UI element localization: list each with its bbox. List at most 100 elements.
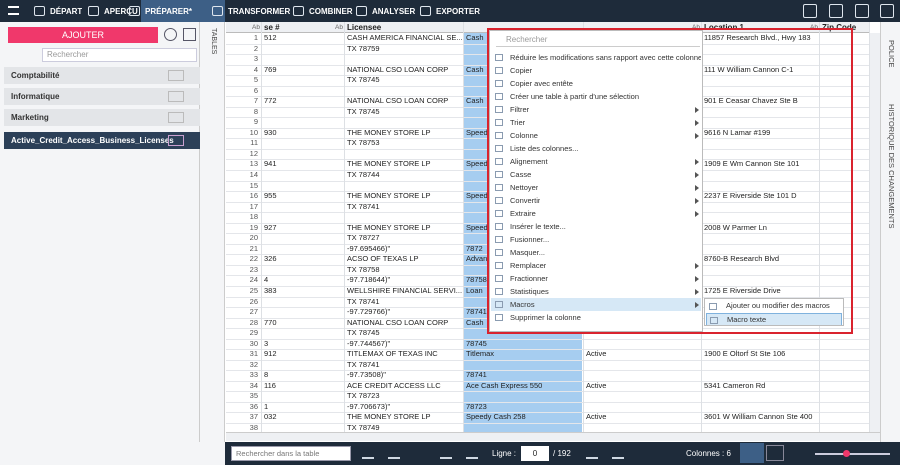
toolbar-right-icon[interactable]	[803, 4, 817, 18]
toolbar-tab[interactable]: COMBINER	[309, 7, 353, 16]
menu-item[interactable]: Fusionner...	[491, 233, 701, 246]
row-number[interactable]: 29	[249, 328, 258, 338]
row-number[interactable]: 33	[249, 370, 258, 380]
cell[interactable]: TX 78745	[347, 106, 380, 116]
cell[interactable]: 78745	[466, 338, 487, 348]
cell[interactable]: 7872	[466, 243, 483, 253]
column-header[interactable]: se #	[264, 23, 280, 32]
cell[interactable]: Speed	[466, 159, 488, 169]
cell[interactable]: TX 78727	[347, 233, 380, 243]
cell[interactable]: TX 78741	[347, 296, 380, 306]
submenu-item[interactable]: Ajouter ou modifier des macros	[706, 300, 842, 313]
cell[interactable]: 769	[264, 64, 277, 74]
row-number[interactable]: 23	[249, 264, 258, 274]
cell[interactable]: Speed	[466, 191, 488, 201]
cell[interactable]: 772	[264, 96, 277, 106]
cell[interactable]: -97.73508)"	[347, 370, 386, 380]
cell[interactable]: Active	[586, 349, 607, 359]
menu-item[interactable]: Statistiques	[491, 285, 701, 298]
nav-button[interactable]	[362, 448, 374, 459]
menu-item[interactable]: Copier	[491, 64, 701, 77]
table-group[interactable]: Active_Credit_Access_Business_Licenses	[4, 132, 200, 149]
cell[interactable]: Active	[586, 412, 607, 422]
cell[interactable]: NATIONAL CSO LOAN CORP	[347, 96, 449, 106]
row-number[interactable]: 9	[253, 117, 258, 127]
cell[interactable]: 8760-B Research Blvd	[704, 254, 780, 264]
cell[interactable]: Speed	[466, 222, 488, 232]
cell[interactable]: CASH AMERICA FINANCIAL SE...	[347, 33, 462, 42]
row-number[interactable]: 16	[249, 191, 258, 201]
table-group[interactable]: Informatique	[4, 88, 200, 105]
cell[interactable]: -97.706673)"	[347, 401, 391, 411]
cell[interactable]: 111 W William Cannon C-1	[704, 64, 794, 74]
cell[interactable]: -97.718644)"	[347, 275, 391, 285]
cell[interactable]: THE MONEY STORE LP	[347, 222, 431, 232]
cell[interactable]: 1909 E Wm Cannon Ste 101	[704, 159, 800, 169]
cell[interactable]: NATIONAL CSO LOAN CORP	[347, 64, 449, 74]
menu-item[interactable]: Macros	[491, 298, 701, 311]
row-number[interactable]: 25	[249, 285, 258, 295]
row-number[interactable]: 11	[250, 138, 258, 148]
cell[interactable]: THE MONEY STORE LP	[347, 191, 431, 201]
toolbar-tab[interactable]: TRANSFORMER	[228, 7, 291, 16]
row-number[interactable]: 37	[249, 412, 258, 422]
cell[interactable]: THE MONEY STORE LP	[347, 127, 431, 137]
cell[interactable]: ACSO OF TEXAS LP	[347, 254, 419, 264]
cell[interactable]: TX 78723	[347, 391, 380, 401]
cell[interactable]: TX 78749	[347, 422, 380, 432]
nav-button[interactable]	[440, 448, 452, 459]
nav-button[interactable]	[388, 448, 400, 459]
menu-item[interactable]: Alignement	[491, 155, 701, 168]
menu-icon[interactable]	[8, 6, 19, 15]
cell[interactable]: THE MONEY STORE LP	[347, 412, 431, 422]
cell[interactable]: 955	[264, 191, 277, 201]
row-number[interactable]: 36	[249, 401, 258, 411]
cell[interactable]: 78741	[466, 307, 487, 317]
right-tab[interactable]: HISTORIQUE DES CHANGEMENTS	[887, 104, 896, 229]
cell[interactable]: 2237 E Riverside Ste 101 D	[704, 191, 797, 201]
cell[interactable]: 3601 W William Cannon Ste 400	[704, 412, 813, 422]
menu-item[interactable]: Extraire	[491, 207, 701, 220]
toolbar-tab[interactable]: DÉPART	[50, 7, 83, 16]
row-number[interactable]: 31	[249, 349, 258, 359]
menu-item[interactable]: Trier	[491, 116, 701, 129]
row-number[interactable]: 30	[249, 338, 258, 348]
row-number[interactable]: 14	[249, 170, 258, 180]
cell[interactable]: 930	[264, 127, 277, 137]
row-number[interactable]: 26	[249, 296, 258, 306]
nav-button[interactable]	[466, 448, 478, 459]
menu-item[interactable]: Nettoyer	[491, 181, 701, 194]
cell[interactable]: 901 E Ceasar Chavez Ste B	[704, 96, 798, 106]
cell[interactable]: 11857 Research Blvd., Hwy 183	[704, 33, 811, 42]
cell[interactable]: 032	[264, 412, 277, 422]
cell[interactable]: Active	[586, 380, 607, 390]
cell[interactable]: Cash	[466, 317, 484, 327]
cell[interactable]: Cash	[466, 64, 484, 74]
cell[interactable]: Speed	[466, 127, 488, 137]
table-group[interactable]: Comptabilité	[4, 67, 200, 84]
menu-item[interactable]: Créer une table à partir d'une sélection	[491, 90, 701, 103]
toolbar-right-icon[interactable]	[880, 4, 894, 18]
cell[interactable]: -97.729766)"	[347, 307, 391, 317]
menu-item[interactable]: Supprimer la colonne	[491, 311, 701, 324]
cell[interactable]: 2008 W Parmer Ln	[704, 222, 767, 232]
cell[interactable]: ACE CREDIT ACCESS LLC	[347, 380, 441, 390]
cell[interactable]: TX 78759	[347, 43, 380, 53]
menu-item[interactable]: Masquer...	[491, 246, 701, 259]
footer-search[interactable]: Rechercher dans la table	[231, 446, 351, 461]
row-number[interactable]: 24	[249, 275, 258, 285]
cell[interactable]: 1900 E Oltorf St Ste 106	[704, 349, 786, 359]
menu-item[interactable]: Fractionner	[491, 272, 701, 285]
nav-button[interactable]	[586, 448, 598, 459]
cell[interactable]: Cash	[466, 96, 484, 106]
cell[interactable]: Loan	[466, 285, 483, 295]
row-number[interactable]: 3	[253, 54, 258, 64]
row-number[interactable]: 7	[253, 96, 258, 106]
row-number[interactable]: 13	[249, 159, 258, 169]
toolbar-right-icon[interactable]	[855, 4, 869, 18]
tables-tab[interactable]: TABLES	[210, 28, 217, 55]
menu-item[interactable]: Filtrer	[491, 103, 701, 116]
cell[interactable]: TX 78753	[347, 138, 380, 148]
menu-item[interactable]: Réduire les modifications sans rapport a…	[491, 51, 701, 64]
row-number[interactable]: 5	[253, 75, 258, 85]
